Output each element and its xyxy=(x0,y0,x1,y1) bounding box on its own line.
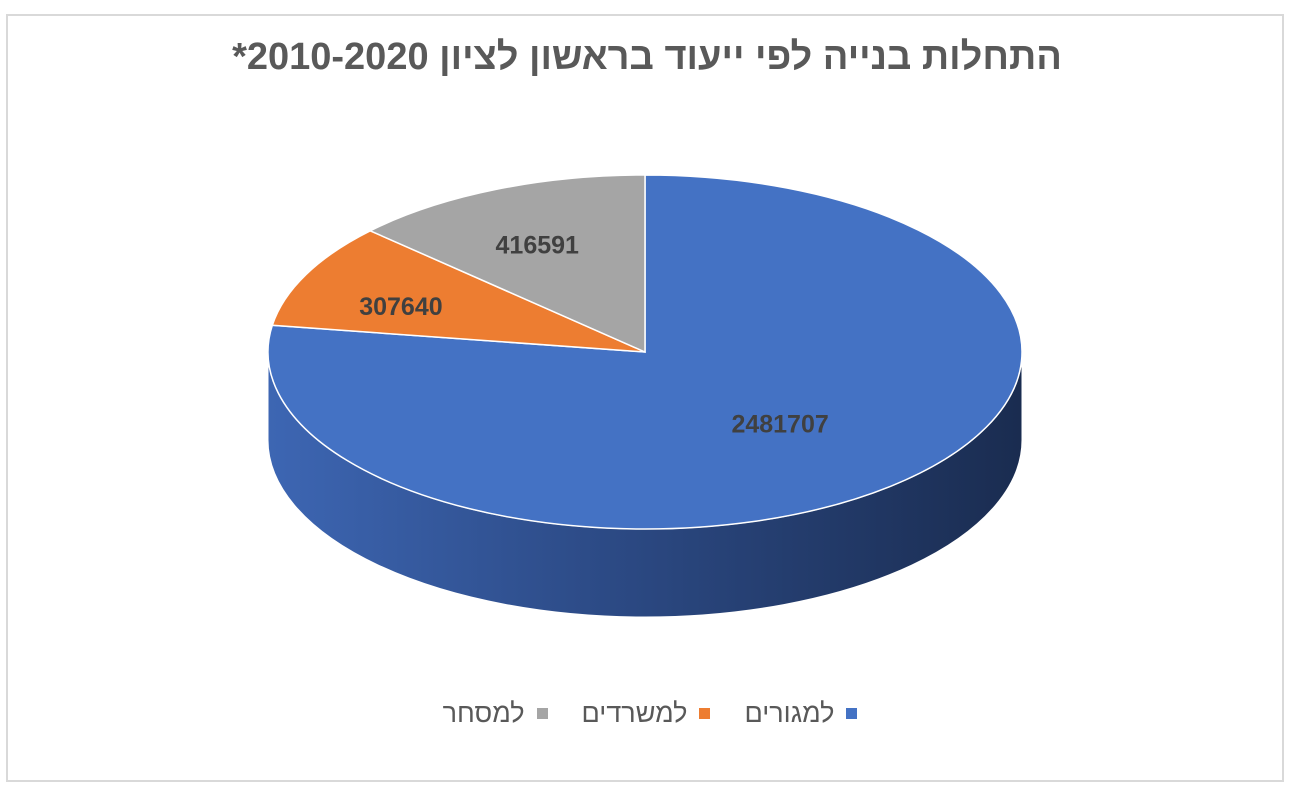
pie-slice-offices xyxy=(271,229,646,353)
legend-item-offices: למשרדים xyxy=(582,698,711,729)
data-label-offices: 307640 xyxy=(359,293,442,321)
legend-swatch-commerce xyxy=(536,708,548,719)
pie-slices xyxy=(267,174,1023,530)
chart-area: התחלות בנייה לפי ייעוד בראשון לציון 2010… xyxy=(6,14,1284,782)
pie-slice-commerce xyxy=(368,174,646,354)
data-label-commerce: 416591 xyxy=(496,232,580,260)
chart-title: התחלות בנייה לפי ייעוד בראשון לציון 2010… xyxy=(232,36,1062,78)
legend: למגורים למשרדים למסחר xyxy=(0,698,1300,729)
legend-label-commerce: למסחר xyxy=(442,698,525,728)
legend-swatch-residential xyxy=(846,708,858,719)
data-label-residential: 2481707 xyxy=(731,410,828,438)
legend-swatch-offices xyxy=(699,708,711,719)
legend-item-commerce: למסחר xyxy=(443,698,548,729)
legend-label-residential: למגורים xyxy=(744,698,835,728)
data-labels: 2481707 307640 416591 xyxy=(359,232,829,439)
legend-label-offices: למשרדים xyxy=(581,698,688,728)
legend-item-residential: למגורים xyxy=(744,698,858,729)
